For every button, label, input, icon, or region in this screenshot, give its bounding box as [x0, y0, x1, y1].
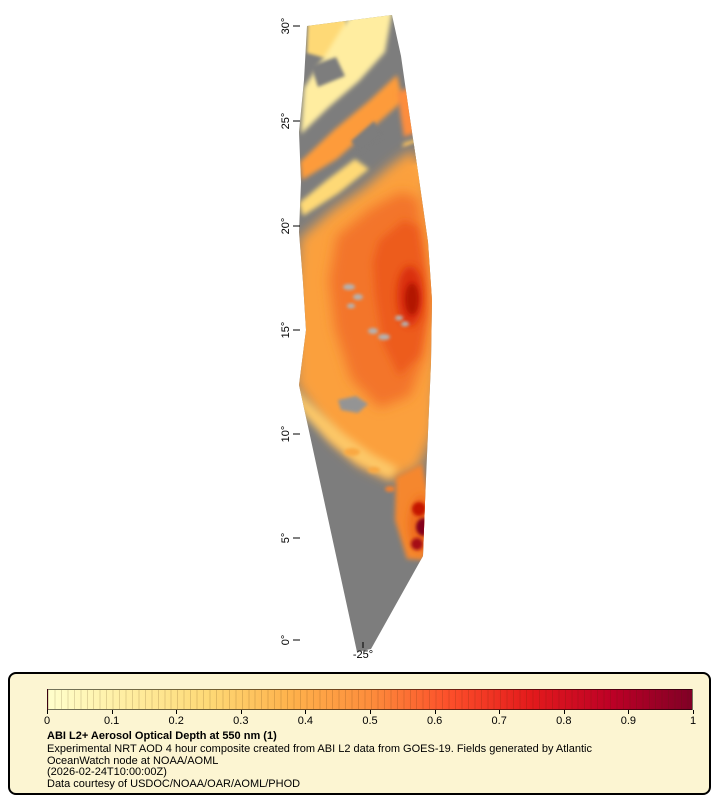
legend-title: ABI L2+ Aerosol Optical Depth at 550 nm …: [47, 730, 277, 742]
aod-layer-island-6: [395, 315, 403, 321]
aod-layer-band-top-cream: [301, 15, 393, 134]
aod-layer-streak-orange-1: [300, 75, 403, 180]
aod-layer-island-1: [343, 284, 355, 290]
aod-layer-island-patch: [338, 396, 368, 413]
colorbar-tick-label: 0.6: [426, 715, 443, 727]
colorbar-tick-label: 0.1: [103, 715, 120, 727]
aod-layer-fade-yellow-sw: [299, 388, 398, 479]
legend-panel: 0 0.1 0.2 0.3 0.4 0.5 0.6 0.7 0.8 0.9 1 ABI L2+ Ae…: [8, 672, 711, 795]
aod-layer-red-core: [405, 283, 419, 315]
aod-layer-island-3: [347, 303, 355, 309]
axis-tick-marks: [293, 25, 364, 648]
aod-layer-gray-gap-2: [351, 121, 383, 153]
aod-layer-island-7: [401, 321, 409, 327]
colorbar-tick-label: 0.3: [233, 715, 249, 727]
colorbar-tick-label: 1: [689, 715, 697, 727]
colorbar-tick-mark: [370, 710, 371, 714]
colorbar-tick-mark: [305, 710, 307, 714]
colorbar-tick-mark: [434, 710, 436, 714]
aod-layer-island-2: [353, 294, 363, 300]
colorbar-tick-mark: [47, 710, 48, 714]
colorbar-tick-mark: [693, 710, 694, 714]
colorbar-tick-label: 0.2: [168, 715, 184, 727]
colorbar-tick-mark: [111, 710, 113, 714]
colorbar-tick-label: 0.9: [620, 715, 637, 727]
aod-layer-island-4: [368, 328, 378, 334]
colorbar-tick-mark: [563, 710, 565, 714]
aod-data-layers: [299, 15, 432, 560]
legend-timestamp: (2026-02-24T10:00:00Z): [47, 766, 167, 779]
colorbar-tick-label: 0.4: [297, 715, 314, 727]
legend-credit: Data courtesy of USDOC/NOAA/OAR/AOML/PHO…: [47, 777, 301, 790]
aod-map: [293, 15, 432, 652]
colorbar-tick-label: 0.5: [362, 715, 378, 727]
colorbar-tick-label: 0: [43, 715, 51, 727]
aod-layer-spot-red-1: [412, 502, 426, 516]
aod-layer-island-5: [378, 334, 390, 340]
lon-tick-label: -25°: [352, 649, 374, 661]
aod-layer-speckle-3: [385, 486, 395, 492]
legend-text-block: ABI L2+ Aerosol Optical Depth at 550 nm …: [47, 730, 695, 790]
colorbar-tick-mark: [240, 710, 242, 714]
aod-layer-speckle-2: [368, 467, 380, 473]
aod-layer-spot-dark-1: [416, 518, 432, 536]
colorbar-tick-mark: [499, 710, 501, 714]
aod-layer-speckle-1: [344, 448, 360, 456]
legend-description-line-1: Experimental NRT AOD 4 hour composite cr…: [47, 743, 592, 755]
aod-layer-gray-gap-1: [311, 57, 345, 87]
aod-layer-spot-dark-2: [411, 538, 423, 550]
colorbar-tick-label: 0.7: [491, 715, 507, 727]
colorbar-tick-label: 0.8: [556, 715, 572, 727]
colorbar: [47, 689, 693, 710]
colorbar-tick-mark: [628, 710, 630, 714]
aod-layer-streak-yellow-2: [299, 159, 369, 216]
legend-description-line-2: OceanWatch node at NOAA/AOML: [47, 754, 219, 767]
colorbar-tick-mark: [176, 710, 178, 714]
